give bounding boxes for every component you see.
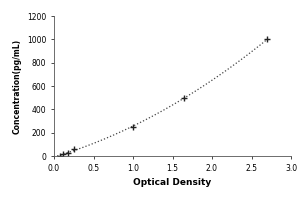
Y-axis label: Concentration(pg/mL): Concentration(pg/mL) — [12, 38, 21, 134]
X-axis label: Optical Density: Optical Density — [134, 178, 212, 187]
